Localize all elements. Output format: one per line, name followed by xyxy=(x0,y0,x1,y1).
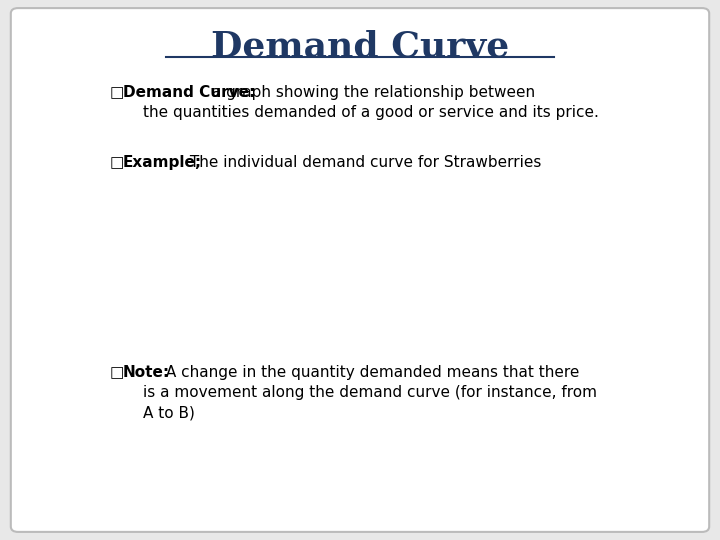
Text: Example;: Example; xyxy=(123,155,202,170)
Text: C: C xyxy=(592,266,599,276)
Text: A: A xyxy=(477,197,485,207)
Text: □: □ xyxy=(110,85,130,100)
X-axis label: Quantity Demanded (kg per month): Quantity Demanded (kg per month) xyxy=(492,400,631,409)
Text: □: □ xyxy=(110,365,130,380)
Text: A to B): A to B) xyxy=(143,405,195,420)
Y-axis label: Price ($ per kg): Price ($ per kg) xyxy=(395,256,405,316)
Text: B: B xyxy=(539,232,546,242)
Text: □: □ xyxy=(110,155,130,170)
Text: A change in the quantity demanded means that there: A change in the quantity demanded means … xyxy=(161,365,580,380)
Text: The individual demand curve for Strawberries: The individual demand curve for Strawber… xyxy=(185,155,541,170)
Text: is a movement along the demand curve (for instance, from: is a movement along the demand curve (fo… xyxy=(143,385,597,400)
Text: a graph showing the relationship between: a graph showing the relationship between xyxy=(207,85,535,100)
Text: Demand Curve: Demand Curve xyxy=(211,30,509,64)
Text: Demand Curve:: Demand Curve: xyxy=(123,85,256,100)
Text: the quantities demanded of a good or service and its price.: the quantities demanded of a good or ser… xyxy=(143,105,599,120)
Text: Note:: Note: xyxy=(123,365,170,380)
